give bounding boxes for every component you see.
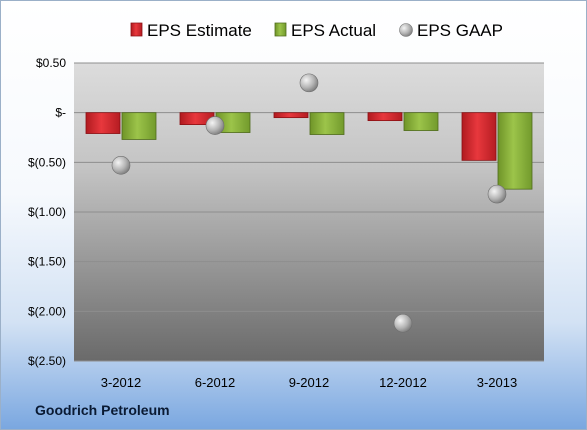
estimate-legend-icon [130,22,143,37]
y-tick-label: $(0.50) [28,155,66,169]
gaap-point [299,73,319,93]
legend: EPS Estimate EPS Actual EPS GAAP [130,21,503,40]
actual-bar [497,112,533,190]
actual-bar [403,112,439,131]
x-axis-ticks: 3-2012 6-2012 9-2012 12-2012 3-2013 [101,375,517,390]
legend-label-estimate: EPS Estimate [147,21,252,40]
estimate-bar [367,112,403,122]
legend-item-actual: EPS Actual [274,21,376,40]
gaap-points [111,73,507,333]
y-tick-label: $(1.00) [28,205,66,219]
bars [85,112,533,190]
company-name: Goodrich Petroleum [35,402,170,418]
legend-label-gaap: EPS GAAP [417,21,503,40]
estimate-bar [273,112,309,119]
x-tick-label: 12-2012 [379,375,427,390]
y-tick-label: $(1.50) [28,255,66,269]
legend-label-actual: EPS Actual [291,21,376,40]
x-tick-label: 3-2013 [477,375,517,390]
actual-bar [309,112,345,135]
gaap-point [205,116,225,135]
y-tick-label: $- [55,106,66,120]
x-tick-label: 3-2012 [101,375,141,390]
gaap-point [111,156,131,175]
x-tick-label: 9-2012 [289,375,329,390]
y-tick-label: $(2.50) [28,354,66,368]
actual-legend-icon [274,22,287,37]
y-tick-label: $(2.00) [28,304,66,318]
x-tick-label: 6-2012 [195,375,235,390]
legend-item-estimate: EPS Estimate [130,21,252,40]
y-tick-label: $0.50 [36,56,66,70]
actual-bar [121,112,157,140]
gaap-point [393,313,413,333]
gaap-point [487,184,507,204]
legend-item-gaap: EPS GAAP [399,21,503,40]
estimate-bar [85,112,121,134]
gaap-legend-icon [399,23,413,37]
estimate-bar [461,112,497,161]
y-axis-ticks: $0.50 $- $(0.50) $(1.00) $(1.50) $(2.00) $(2.5… [28,56,66,368]
